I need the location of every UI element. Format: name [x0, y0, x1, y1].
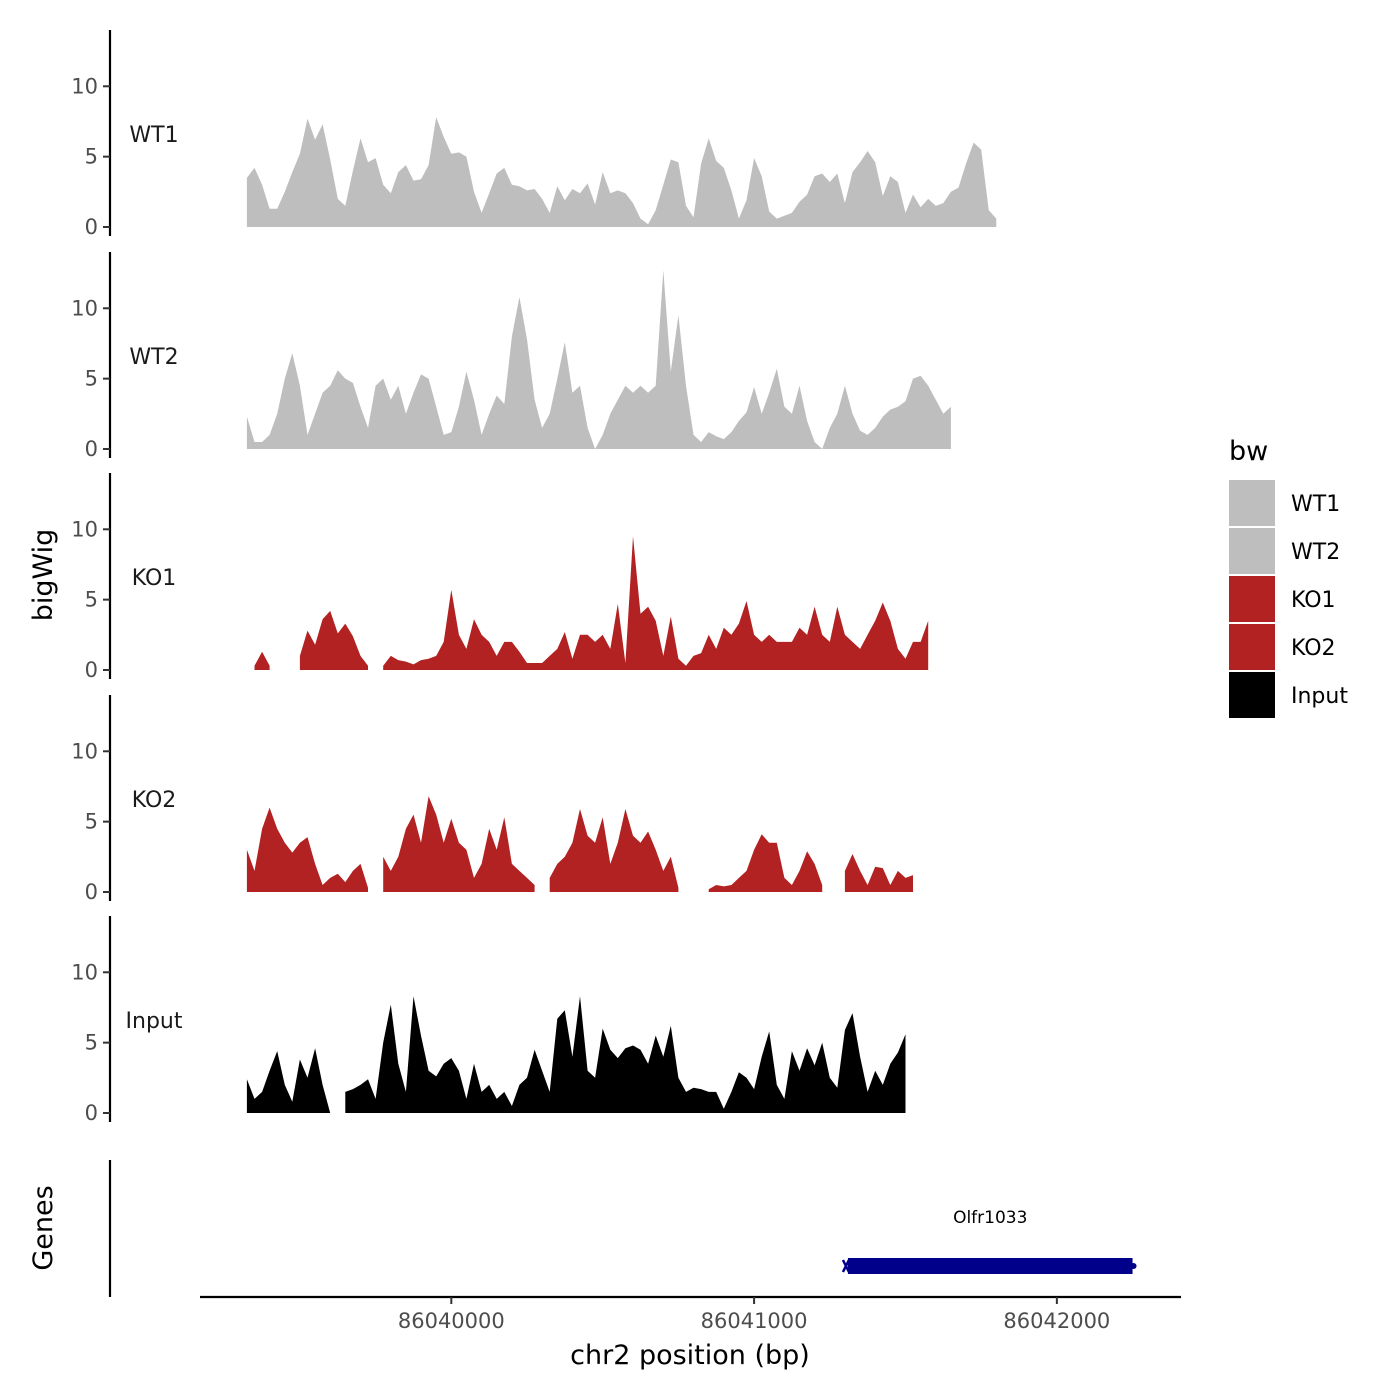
x-axis-title: chr2 position (bp)	[570, 1340, 810, 1371]
legend-label-ko2: KO2	[1291, 636, 1336, 661]
y-tick-label: 5	[85, 145, 98, 169]
area-ko2-segment-2	[549, 809, 679, 892]
track-panel-wt2: 0 5 10 WT2	[71, 252, 951, 461]
y-tick-label: 5	[85, 1031, 98, 1055]
y-tick-label: 5	[85, 367, 98, 391]
legend-title: bw	[1229, 436, 1268, 467]
gene-track-title: Genes	[28, 1185, 59, 1270]
track-label-wt1: WT1	[129, 123, 178, 148]
y-tick-label: 0	[85, 437, 98, 461]
area-ko2-segment-4	[844, 854, 913, 892]
area-input-segment-1	[345, 996, 906, 1113]
area-ko2-segment-1	[383, 796, 535, 892]
area-ko1-segment-1	[299, 610, 368, 670]
track-label-wt2: WT2	[129, 345, 178, 370]
x-tick-label: 86041000	[701, 1309, 808, 1333]
legend-label-input: Input	[1291, 684, 1348, 709]
y-tick-label: 0	[85, 215, 98, 239]
track-label-input: Input	[126, 1009, 183, 1034]
track-panel-wt1: 0 5 10 WT1	[71, 30, 997, 239]
y-tick-label: 10	[71, 960, 98, 984]
area-ko2-segment-0	[246, 807, 368, 892]
area-ko1-segment-0	[254, 651, 270, 670]
legend-label-wt2: WT2	[1291, 540, 1340, 565]
gene-label-olfr1033: Olfr1033	[953, 1208, 1027, 1228]
y-tick-label: 5	[85, 588, 98, 612]
y-axis-title: bigWig	[28, 529, 59, 622]
gene-end-marker	[1130, 1263, 1137, 1269]
legend-key-input	[1229, 672, 1275, 718]
area-ko2-segment-3	[708, 834, 823, 892]
legend-key-ko1	[1229, 576, 1275, 622]
track-panel-ko1: 0 5 10 KO1	[71, 473, 929, 682]
y-tick-label: 10	[71, 739, 98, 763]
track-label-ko2: KO2	[132, 788, 177, 813]
legend: bw WT1 WT2 KO1 KO2 Input	[1229, 436, 1348, 718]
x-tick-label: 86042000	[1003, 1309, 1110, 1333]
x-tick-label: 86040000	[398, 1309, 505, 1333]
area-input-segment-0	[246, 1048, 331, 1113]
y-tick-label: 0	[85, 658, 98, 682]
y-tick-label: 5	[85, 810, 98, 834]
gene-start-marker	[841, 1259, 851, 1273]
area-wt2-segment-0	[246, 270, 951, 449]
y-tick-label: 0	[85, 1101, 98, 1125]
y-tick-label: 10	[71, 517, 98, 541]
area-wt1-segment-0	[246, 117, 997, 227]
tracks-layer: 0 5 10 WT1 0 5 10 WT2 0 5 10 KO1 0 5 10 KO2 0 5 10 Input	[71, 30, 997, 1125]
legend-label-ko1: KO1	[1291, 588, 1336, 613]
x-axis: 86040000 86041000 86042000	[200, 1295, 1181, 1333]
track-label-ko1: KO1	[132, 566, 177, 591]
track-panel-ko2: 0 5 10 KO2	[71, 695, 913, 904]
legend-key-wt1	[1229, 480, 1275, 526]
legend-label-wt1: WT1	[1291, 492, 1340, 517]
gene-body-olfr1033	[847, 1258, 1133, 1274]
genes-layer: Olfr1033	[108, 1160, 1137, 1297]
legend-key-ko2	[1229, 624, 1275, 670]
y-tick-label: 0	[85, 880, 98, 904]
y-tick-label: 10	[71, 74, 98, 98]
legend-key-wt2	[1229, 528, 1275, 574]
track-panel-input: 0 5 10 Input	[71, 916, 906, 1125]
area-ko1-segment-2	[383, 536, 929, 670]
y-tick-label: 10	[71, 296, 98, 320]
